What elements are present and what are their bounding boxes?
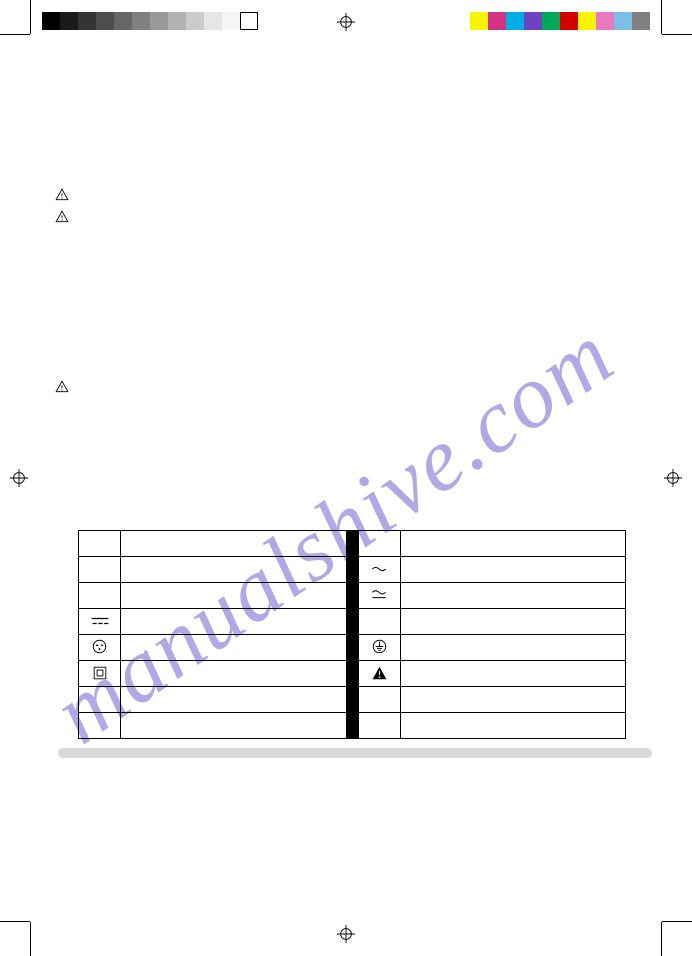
- swatch: [488, 12, 506, 30]
- symbols-table: V A HzW: [78, 530, 626, 739]
- swatch: [578, 12, 596, 30]
- description-cell: [400, 661, 626, 687]
- crop-mark: [30, 922, 31, 956]
- swatch: [632, 12, 650, 30]
- description-cell: [400, 609, 626, 635]
- registration-mark-icon: [337, 925, 355, 943]
- description-cell: [121, 557, 347, 583]
- swatch: [168, 12, 186, 30]
- crop-mark: [661, 0, 662, 34]
- swatch: [222, 12, 240, 30]
- registration-mark-icon: [10, 469, 28, 487]
- symbol-cell: [79, 635, 121, 661]
- description-cell: [400, 713, 626, 739]
- grayscale-calibration-bar: [42, 12, 258, 30]
- symbol-cell: [358, 609, 400, 635]
- swatch: [114, 12, 132, 30]
- swatch: [132, 12, 150, 30]
- symbol-cell: W: [79, 583, 121, 609]
- symbol-cell: Hz: [79, 557, 121, 583]
- swatch: [96, 12, 114, 30]
- crop-mark: [662, 34, 692, 35]
- description-cell: [121, 713, 347, 739]
- crop-mark: [30, 0, 31, 34]
- symbol-cell: [358, 687, 400, 713]
- registration-mark-icon: [664, 469, 682, 487]
- description-cell: [121, 635, 347, 661]
- symbol-cell: [358, 583, 400, 609]
- symbol-cell: [79, 713, 121, 739]
- crop-mark: [661, 922, 662, 956]
- body-text-region: [55, 60, 652, 402]
- crop-mark: [662, 921, 692, 922]
- description-cell: [121, 661, 347, 687]
- description-cell: [121, 687, 347, 713]
- table-separator: [346, 583, 358, 609]
- swatch: [596, 12, 614, 30]
- swatch: [240, 12, 258, 30]
- symbol-cell: [79, 661, 121, 687]
- color-calibration-bar: [470, 12, 650, 30]
- swatch: [542, 12, 560, 30]
- table-separator: [346, 557, 358, 583]
- description-cell: [400, 687, 626, 713]
- description-cell: [121, 609, 347, 635]
- swatch: [78, 12, 96, 30]
- description-cell: [400, 635, 626, 661]
- table-separator: [346, 661, 358, 687]
- table-separator: [346, 609, 358, 635]
- symbol-cell: [358, 635, 400, 661]
- table-separator: [346, 531, 358, 557]
- symbol-cell: V: [79, 531, 121, 557]
- swatch: [506, 12, 524, 30]
- description-cell: [121, 583, 347, 609]
- swatch: [186, 12, 204, 30]
- footer-divider-bar: [58, 748, 652, 758]
- symbol-cell: [358, 557, 400, 583]
- swatch: [560, 12, 578, 30]
- registration-mark-icon: [337, 13, 355, 31]
- table-separator: [346, 687, 358, 713]
- warning-triangle-icon: [55, 188, 69, 202]
- crop-mark: [0, 921, 30, 922]
- description-cell: [400, 531, 626, 557]
- crop-mark: [0, 34, 30, 35]
- swatch: [470, 12, 488, 30]
- swatch: [524, 12, 542, 30]
- swatch: [150, 12, 168, 30]
- table-separator: [346, 713, 358, 739]
- description-cell: [400, 557, 626, 583]
- swatch: [60, 12, 78, 30]
- warning-triangle-icon: [55, 210, 69, 224]
- symbol-cell: [358, 661, 400, 687]
- symbol-cell: [79, 609, 121, 635]
- symbol-cell: A: [358, 531, 400, 557]
- swatch: [614, 12, 632, 30]
- symbol-cell: [79, 687, 121, 713]
- description-cell: [400, 583, 626, 609]
- symbol-cell: [358, 713, 400, 739]
- description-cell: [121, 531, 347, 557]
- swatch: [204, 12, 222, 30]
- swatch: [42, 12, 60, 30]
- table-separator: [346, 635, 358, 661]
- warning-triangle-icon: [55, 380, 69, 394]
